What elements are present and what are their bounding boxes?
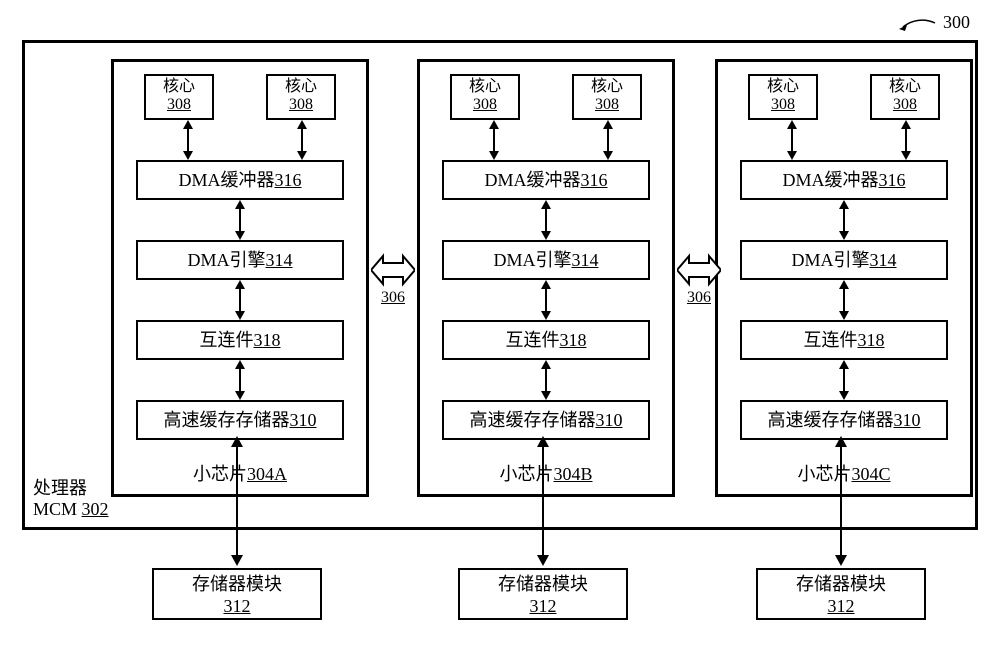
core-a-left: 核心308 xyxy=(144,74,214,120)
core-num: 308 xyxy=(167,96,191,113)
core-label: 核心 xyxy=(285,78,317,95)
chiplet-b: 核心308 核心308 DMA缓冲器316 DMA引擎314 互连件318 高速… xyxy=(417,59,675,497)
interconnect-num: 318 xyxy=(254,330,281,350)
interchip-arrow-ab xyxy=(371,253,415,287)
dma-engine-num: 314 xyxy=(266,250,293,270)
dma-engine-b: DMA引擎314 xyxy=(442,240,650,280)
dma-buffer-num: 316 xyxy=(275,170,302,190)
memory-module-num: 312 xyxy=(828,596,855,616)
dma-engine-label: DMA引擎 xyxy=(791,250,869,270)
interchip-arrow-ab-label: 306 xyxy=(371,289,415,307)
figure-reference: 300 xyxy=(897,12,970,33)
dma-buffer-label: DMA缓冲器 xyxy=(178,170,274,190)
core-b-right: 核心308 xyxy=(572,74,642,120)
core-a-right: 核心308 xyxy=(266,74,336,120)
arrow-c-34 xyxy=(834,360,854,400)
arrow-to-mem-c xyxy=(831,436,851,566)
dma-buffer-c: DMA缓冲器316 xyxy=(740,160,948,200)
dma-engine-c: DMA引擎314 xyxy=(740,240,948,280)
memory-module-label: 存储器模块 xyxy=(498,574,588,594)
interchip-arrow-bc-label: 306 xyxy=(677,289,721,307)
memory-module-b: 存储器模块312 xyxy=(458,568,628,620)
chiplet-b-suffix: 304B xyxy=(553,464,592,484)
core-num: 308 xyxy=(473,96,497,113)
arrow-c-23 xyxy=(834,280,854,320)
dma-buffer-num: 316 xyxy=(581,170,608,190)
arrow-a-23 xyxy=(230,280,250,320)
interconnect-b: 互连件318 xyxy=(442,320,650,360)
arrow-to-mem-b xyxy=(533,436,553,566)
core-c-left: 核心308 xyxy=(748,74,818,120)
dma-buffer-a: DMA缓冲器316 xyxy=(136,160,344,200)
core-label: 核心 xyxy=(591,78,623,95)
interconnect-label: 互连件 xyxy=(506,330,560,350)
arrow-b-34 xyxy=(536,360,556,400)
mcm-label: 处理器 MCM 302 xyxy=(33,478,109,521)
dma-engine-a: DMA引擎314 xyxy=(136,240,344,280)
memory-module-c: 存储器模块312 xyxy=(756,568,926,620)
arrow-b-23 xyxy=(536,280,556,320)
memory-module-a: 存储器模块312 xyxy=(152,568,322,620)
arrow-core-right-a xyxy=(292,120,312,160)
chiplet-a-suffix: 304A xyxy=(247,464,287,484)
cache-num: 310 xyxy=(290,410,317,430)
dma-buffer-b: DMA缓冲器316 xyxy=(442,160,650,200)
interconnect-num: 318 xyxy=(858,330,885,350)
arrow-a-34 xyxy=(230,360,250,400)
figure-ref-number: 300 xyxy=(943,12,970,33)
core-num: 308 xyxy=(893,96,917,113)
mcm-label-line1: 处理器 xyxy=(33,478,87,498)
dma-engine-label: DMA引擎 xyxy=(187,250,265,270)
cache-num: 310 xyxy=(596,410,623,430)
core-label: 核心 xyxy=(163,78,195,95)
cache-b: 高速缓存存储器310 xyxy=(442,400,650,440)
memory-module-label: 存储器模块 xyxy=(796,574,886,594)
dma-buffer-num: 316 xyxy=(879,170,906,190)
dma-buffer-label: DMA缓冲器 xyxy=(484,170,580,190)
interconnect-label: 互连件 xyxy=(200,330,254,350)
memory-module-label: 存储器模块 xyxy=(192,574,282,594)
chiplet-a: 核心308 核心308 DMA缓冲器316 DMA引擎314 互连件318 高速… xyxy=(111,59,369,497)
arrow-core-right-c xyxy=(896,120,916,160)
core-label: 核心 xyxy=(889,78,921,95)
core-num: 308 xyxy=(289,96,313,113)
dma-buffer-label: DMA缓冲器 xyxy=(782,170,878,190)
cache-a: 高速缓存存储器310 xyxy=(136,400,344,440)
arrow-to-mem-a xyxy=(227,436,247,566)
dma-engine-label: DMA引擎 xyxy=(493,250,571,270)
interchip-arrow-bc xyxy=(677,253,721,287)
arrow-core-left-a xyxy=(178,120,198,160)
interconnect-num: 318 xyxy=(560,330,587,350)
cache-num: 310 xyxy=(894,410,921,430)
chiplet-c: 核心308 核心308 DMA缓冲器316 DMA引擎314 互连件318 高速… xyxy=(715,59,973,497)
memory-module-num: 312 xyxy=(530,596,557,616)
interconnect-a: 互连件318 xyxy=(136,320,344,360)
core-label: 核心 xyxy=(767,78,799,95)
arrow-core-right-b xyxy=(598,120,618,160)
cache-c: 高速缓存存储器310 xyxy=(740,400,948,440)
interconnect-label: 互连件 xyxy=(804,330,858,350)
dma-engine-num: 314 xyxy=(572,250,599,270)
arrow-a-12 xyxy=(230,200,250,240)
arrow-c-12 xyxy=(834,200,854,240)
memory-module-num: 312 xyxy=(224,596,251,616)
cache-label: 高速缓存存储器 xyxy=(164,410,290,430)
mcm-label-line2-num: 302 xyxy=(82,499,109,519)
interconnect-c: 互连件318 xyxy=(740,320,948,360)
cache-label: 高速缓存存储器 xyxy=(768,410,894,430)
core-b-left: 核心308 xyxy=(450,74,520,120)
arrow-core-left-b xyxy=(484,120,504,160)
core-label: 核心 xyxy=(469,78,501,95)
arrow-b-12 xyxy=(536,200,556,240)
mcm-label-line2-prefix: MCM xyxy=(33,499,82,519)
dma-engine-num: 314 xyxy=(870,250,897,270)
core-num: 308 xyxy=(771,96,795,113)
chiplet-c-suffix: 304C xyxy=(851,464,890,484)
cache-label: 高速缓存存储器 xyxy=(470,410,596,430)
core-c-right: 核心308 xyxy=(870,74,940,120)
core-num: 308 xyxy=(595,96,619,113)
arrow-core-left-c xyxy=(782,120,802,160)
